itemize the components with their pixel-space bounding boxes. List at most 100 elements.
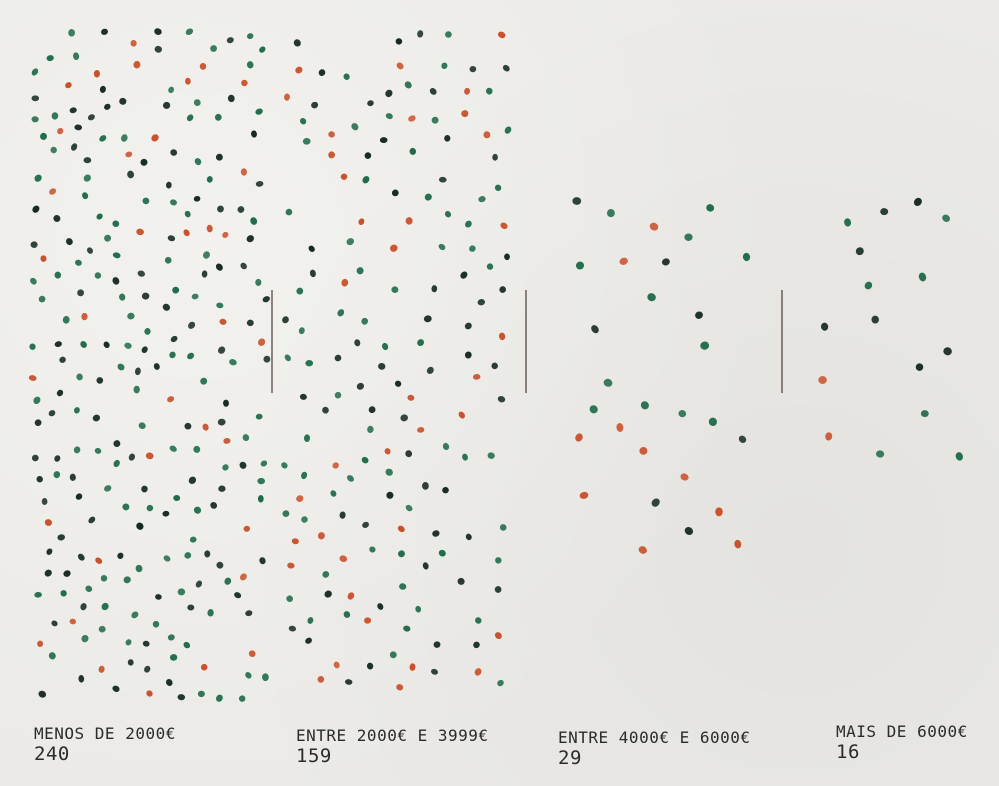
dot-group-4-15 <box>920 410 929 418</box>
dot-group-3-9 <box>678 409 687 418</box>
dot-group-1-170 <box>162 303 171 311</box>
dot-group-2-94 <box>381 342 389 351</box>
dot-group-2-7 <box>333 661 340 669</box>
dot-group-1-67 <box>246 235 254 243</box>
dot-group-1-63 <box>172 286 180 294</box>
dot-group-2-25 <box>317 676 325 683</box>
count-label: 16 <box>836 740 860 763</box>
dot-group-3-27 <box>649 222 659 231</box>
dot-group-2-111 <box>495 557 502 564</box>
dot-group-4-6 <box>942 214 950 222</box>
dot-group-2-41 <box>478 196 486 203</box>
dot-group-1-137 <box>113 459 120 468</box>
dot-group-1-228 <box>223 437 231 444</box>
dot-group-1-150 <box>240 168 247 176</box>
dot-group-1-13 <box>94 272 102 279</box>
dot-group-1-92 <box>81 634 89 643</box>
dot-group-2-82 <box>364 152 372 159</box>
dot-group-4-2 <box>871 315 879 324</box>
group-label-2000-3999: ENTRE 2000€ E 3999€ 159 <box>296 726 489 767</box>
dot-group-3-13 <box>616 423 624 432</box>
dot-group-3-22 <box>700 341 710 350</box>
dot-group-3-23 <box>638 546 647 554</box>
dot-group-2-109 <box>332 462 339 469</box>
category-label: ENTRE 2000€ E 3999€ <box>296 726 489 745</box>
dot-group-1-12 <box>201 270 208 278</box>
dot-group-1-128 <box>142 640 150 647</box>
dot-group-1-225 <box>73 446 81 454</box>
dot-group-1-9 <box>77 553 85 561</box>
dot-group-1-218 <box>184 422 192 430</box>
dot-group-1-153 <box>77 289 85 297</box>
dot-group-2-69 <box>379 137 388 144</box>
dot-group-1-187 <box>54 455 61 462</box>
dot-group-1-20 <box>131 611 139 619</box>
dot-group-1-18 <box>258 338 266 346</box>
dot-group-1-56 <box>188 321 196 329</box>
dot-group-1-116 <box>215 263 223 271</box>
dot-group-2-76 <box>462 453 468 461</box>
dot-group-3-29 <box>579 491 589 499</box>
dot-group-1-11 <box>54 341 62 348</box>
dot-group-1-176 <box>146 504 154 512</box>
dot-group-2-57 <box>497 396 506 403</box>
dot-group-1-167 <box>63 570 71 577</box>
dot-group-2-107 <box>305 637 312 644</box>
dot-group-1-66 <box>80 341 87 348</box>
dot-group-2-28 <box>396 684 404 691</box>
dot-group-2-67 <box>423 315 432 323</box>
dot-group-1-239 <box>141 292 150 300</box>
dot-group-1-84 <box>38 295 46 303</box>
dot-group-1-144 <box>245 672 252 679</box>
dot-group-2-120 <box>431 668 438 675</box>
dot-group-1-57 <box>104 485 112 492</box>
group-label-4000-6000: ENTRE 4000€ E 6000€ 29 <box>558 728 751 769</box>
dot-group-1-132 <box>222 464 229 471</box>
dot-group-1-88 <box>169 445 177 452</box>
dot-group-1-168 <box>53 471 61 479</box>
dot-group-2-11 <box>491 362 498 370</box>
dot-group-2-105 <box>343 611 351 618</box>
dot-group-2-83 <box>473 641 480 649</box>
dot-group-1-166 <box>177 588 186 596</box>
dot-group-1-197 <box>169 351 176 359</box>
dot-group-2-20 <box>403 625 411 632</box>
dot-group-1-22 <box>155 594 162 600</box>
dot-group-1-29 <box>130 39 137 47</box>
dot-group-1-158 <box>119 97 127 105</box>
dot-group-2-50 <box>477 299 486 306</box>
dot-group-1-160 <box>154 28 162 35</box>
dot-group-1-19 <box>206 176 213 183</box>
dot-group-2-110 <box>415 605 422 613</box>
dot-group-2-112 <box>431 116 439 124</box>
dot-group-1-173 <box>75 259 82 266</box>
dot-group-1-185 <box>92 414 101 422</box>
dot-group-1-214 <box>74 124 83 131</box>
dot-group-2-88 <box>378 363 386 370</box>
dot-group-1-189 <box>202 423 209 431</box>
dot-group-1-102 <box>167 396 175 403</box>
category-label: ENTRE 4000€ E 6000€ <box>558 728 751 747</box>
dot-group-4-10 <box>844 218 852 227</box>
dot-group-1-192 <box>29 343 36 350</box>
dot-group-2-12 <box>444 134 451 142</box>
dot-group-2-58 <box>369 546 376 553</box>
dot-group-3-5 <box>738 435 747 443</box>
dot-group-4-3 <box>820 322 829 331</box>
dot-group-1-39 <box>76 373 83 381</box>
dot-group-1-34 <box>217 346 226 354</box>
dot-group-2-154 <box>408 115 416 122</box>
dot-group-1-233 <box>113 440 121 448</box>
dot-group-1-2 <box>177 694 186 701</box>
dot-group-4-5 <box>943 347 952 356</box>
dot-group-1-113 <box>259 557 266 565</box>
dot-group-2-121 <box>405 450 413 458</box>
dot-group-1-68 <box>51 620 58 627</box>
dot-group-1-93 <box>217 205 224 213</box>
dot-group-2-89 <box>385 468 393 476</box>
dot-group-1-222 <box>125 151 133 158</box>
count-label: 159 <box>296 744 332 767</box>
dot-group-1-104 <box>216 561 224 569</box>
dot-group-1-136 <box>99 85 106 93</box>
dot-group-2-114 <box>282 316 289 324</box>
